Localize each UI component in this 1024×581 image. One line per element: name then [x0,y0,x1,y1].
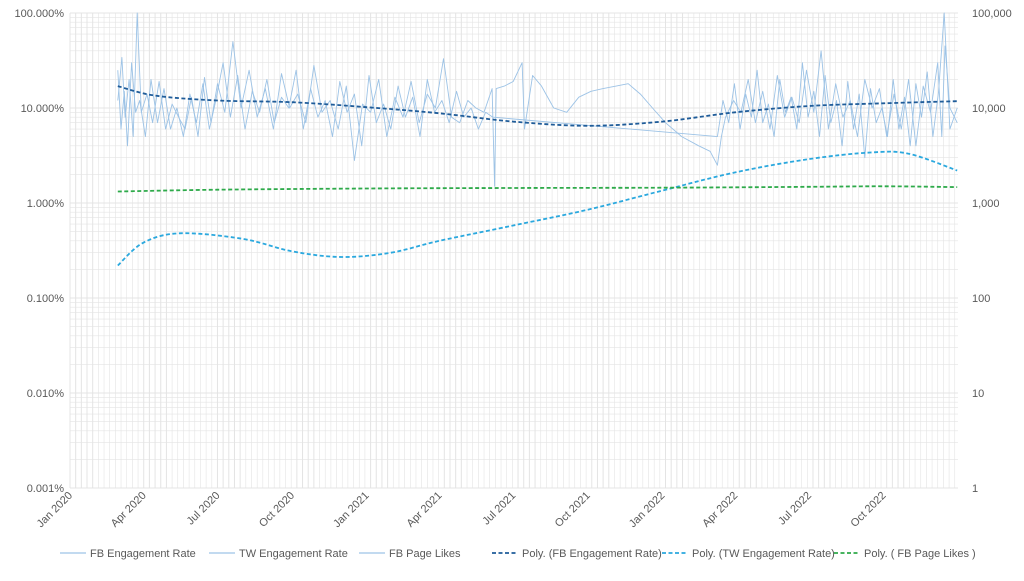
x-tick-label: Oct 2022 [849,490,889,530]
legend-label: FB Page Likes [389,548,461,560]
grid-lines [69,12,958,489]
x-axis: Jan 2020 Apr 2020 Jul 2020 Oct 2020 Jan 2021… [35,490,889,530]
legend-label: Poly. (TW Engagement Rate) [692,548,835,560]
x-tick-label: Apr 2022 [700,490,740,530]
legend: FB Engagement Rate TW Engagement Rate FB P… [60,548,976,560]
y-left-tick-label: 10.000% [21,103,65,115]
y-left-tick-label: 0.010% [27,388,65,400]
series-line-tw-engagement-rate [117,12,958,159]
x-tick-label: Jul 2022 [776,490,814,528]
y-left-tick-label: 100.000% [14,8,64,20]
x-tick-label: Jan 2022 [627,490,667,530]
y-axis-right: 1 10 100 1,000 10,000 100,000 [972,8,1012,495]
y-left-tick-label: 0.100% [27,293,65,305]
y-right-tick-label: 10,000 [972,103,1006,115]
series-line-fb-engagement-rate [117,12,958,187]
y-axis-left: 0.001% 0.010% 0.100% 1.000% 10.000% 100.000% [14,8,64,495]
y-right-tick-label: 100 [972,293,990,305]
x-tick-label: Jul 2021 [480,490,518,528]
y-right-tick-label: 1,000 [972,198,1000,210]
x-tick-label: Jan 2021 [331,490,371,530]
y-right-tick-label: 10 [972,388,984,400]
y-left-tick-label: 0.001% [27,483,65,495]
legend-label: TW Engagement Rate [239,548,348,560]
y-left-tick-label: 1.000% [27,198,65,210]
x-tick-label: Apr 2021 [405,490,445,530]
y-right-tick-label: 1 [972,483,978,495]
series-line-poly-fb-engagement-rate [117,85,958,127]
legend-label: Poly. (FB Engagement Rate) [522,548,662,560]
x-tick-label: Jan 2020 [35,490,75,530]
legend-label: Poly. ( FB Page Likes ) [864,548,976,560]
plot-area [117,12,958,267]
series-line-poly-tw-engagement-rate [117,150,958,267]
x-tick-label: Jul 2020 [185,490,223,528]
y-right-tick-label: 100,000 [972,8,1012,20]
x-tick-label: Oct 2020 [257,490,297,530]
legend-label: FB Engagement Rate [90,548,196,560]
x-tick-label: Apr 2020 [109,490,149,530]
x-tick-label: Oct 2021 [553,490,593,530]
series-line-poly-fb-page-likes [117,185,958,193]
